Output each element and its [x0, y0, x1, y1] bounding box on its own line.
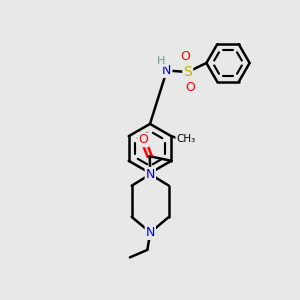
Text: S: S [183, 65, 192, 79]
Text: O: O [185, 81, 195, 94]
Text: O: O [138, 133, 148, 146]
Text: H: H [157, 56, 166, 66]
Text: N: N [146, 226, 155, 239]
Text: CH₃: CH₃ [176, 134, 196, 144]
Text: N: N [162, 64, 172, 77]
Text: N: N [146, 168, 155, 181]
Text: O: O [181, 50, 190, 63]
